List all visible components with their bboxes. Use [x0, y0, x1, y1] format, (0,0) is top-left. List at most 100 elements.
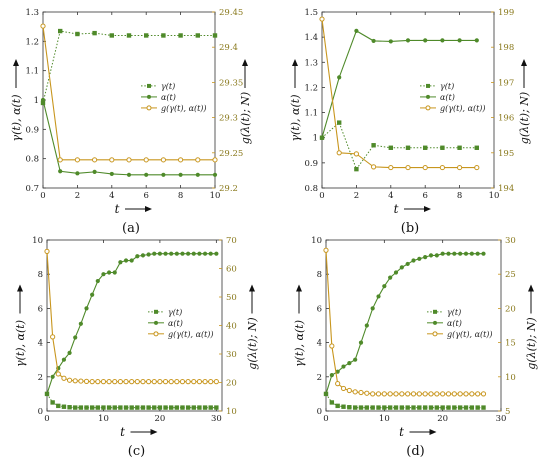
data-point: [55, 371, 61, 377]
data-point: [196, 379, 203, 385]
legend-marker: [153, 331, 159, 337]
data-point: [399, 405, 405, 410]
data-point: [152, 251, 157, 256]
data-point: [84, 405, 89, 410]
data-point: [371, 38, 376, 44]
x-axis-label: t: [120, 425, 125, 439]
y-tick-label: 1: [313, 134, 318, 144]
data-point: [405, 261, 410, 267]
legend-marker: [432, 331, 438, 337]
data-point: [101, 405, 106, 410]
data-point: [387, 405, 393, 410]
data-point: [417, 256, 422, 261]
data-point: [439, 164, 445, 171]
data-point: [422, 405, 428, 410]
data-point: [162, 379, 169, 385]
data-point: [78, 405, 84, 410]
data-point: [129, 379, 135, 385]
data-point: [202, 251, 208, 256]
data-point: [405, 164, 411, 171]
data-point: [123, 379, 129, 385]
y-right-tick-label: 30: [505, 236, 516, 246]
legend: γ(t) α(t) g(γ(t), α(t)): [427, 308, 493, 339]
data-point: [428, 253, 434, 258]
legend-marker: [147, 83, 151, 88]
data-point: [371, 164, 377, 170]
chart-panel-3: 0 10 20 30 0 2 4 6 8 10 5 10 15 20 25 30 γ(t) α(t) g(γ(t),…: [293, 236, 538, 459]
x-tick-label: 2: [75, 191, 80, 201]
y-tick-label: 0.7: [25, 184, 39, 194]
legend-marker: [426, 83, 430, 88]
y-right-axis-label: g(λ(t); N): [246, 317, 259, 369]
y-right-tick-label: 29.2: [219, 184, 238, 194]
series-line-2: [46, 251, 217, 383]
data-point: [323, 247, 329, 253]
y-tick-label: 1.1: [304, 109, 318, 119]
x-axis-label: t: [115, 202, 120, 216]
data-point: [469, 391, 475, 397]
data-point: [337, 120, 342, 125]
data-point: [428, 391, 434, 397]
data-point: [174, 251, 179, 256]
data-point: [370, 405, 375, 410]
data-point: [440, 251, 445, 256]
data-point: [475, 405, 480, 410]
data-point: [451, 391, 457, 397]
data-point: [434, 253, 439, 258]
data-point: [364, 390, 370, 396]
data-point: [387, 391, 393, 397]
y-right-tick-label: 29.3: [219, 114, 238, 124]
legend-entry: α(t): [447, 319, 462, 328]
data-point: [129, 405, 134, 410]
data-point: [323, 391, 329, 396]
y-tick-label: 0: [317, 407, 322, 417]
x-tick-label: 6: [422, 191, 427, 201]
data-point: [352, 405, 358, 410]
legend-marker: [433, 320, 437, 325]
data-point: [40, 23, 46, 29]
data-point: [50, 334, 56, 340]
legend-entry: α(t): [161, 93, 176, 102]
data-point: [393, 270, 399, 275]
data-point: [89, 405, 95, 410]
data-point: [92, 169, 97, 174]
data-point: [56, 403, 61, 409]
legend: γ(t) α(t) g(γ(t), α(t)): [420, 82, 486, 113]
panel-caption: (d): [406, 444, 424, 459]
y-tick-label: 1.5: [304, 8, 318, 18]
data-point: [50, 400, 55, 405]
data-point: [123, 258, 129, 263]
data-point: [388, 275, 393, 280]
x-tick-label: 20: [154, 414, 165, 424]
data-point: [144, 172, 149, 177]
x-axis-label: t: [394, 202, 399, 216]
x-tick-label: 20: [437, 414, 448, 424]
series-line-0: [42, 30, 215, 104]
data-point: [106, 379, 112, 385]
data-point: [423, 145, 428, 150]
data-point: [388, 164, 394, 171]
data-point: [112, 405, 117, 410]
data-point: [197, 251, 202, 256]
data-point: [126, 172, 132, 177]
data-point: [178, 157, 184, 163]
y-axis-label: γ(t), α(t): [14, 320, 27, 367]
data-point: [376, 294, 381, 299]
data-point: [140, 379, 146, 385]
data-point: [341, 404, 346, 409]
data-point: [134, 379, 140, 385]
data-point: [191, 405, 196, 410]
panel-caption: (b): [401, 221, 419, 236]
data-point: [208, 379, 214, 385]
legend-marker: [154, 309, 158, 314]
legend-entry: g(γ(t), α(t)): [168, 330, 214, 339]
data-point: [185, 405, 191, 410]
data-point: [50, 374, 55, 379]
data-point: [57, 157, 63, 163]
data-point: [457, 405, 463, 410]
data-point: [152, 405, 157, 410]
data-point: [112, 379, 118, 385]
data-point: [212, 33, 218, 38]
data-point: [191, 251, 196, 256]
